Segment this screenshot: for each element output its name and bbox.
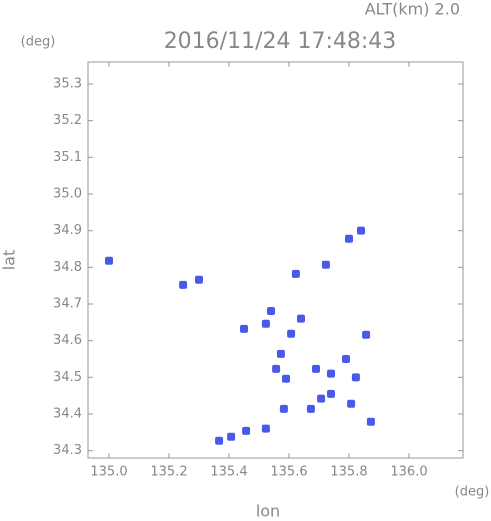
altitude-label: ALT(km) 2.0 — [365, 0, 460, 19]
echo — [312, 364, 320, 373]
chart-title: 2016/11/24 17:48:43 — [164, 29, 397, 54]
echo — [240, 324, 248, 333]
y-axis-label: lat — [0, 250, 19, 271]
echo — [306, 404, 315, 413]
echo — [357, 226, 365, 235]
echo — [291, 269, 300, 278]
x-tick-label: 135.0 — [90, 465, 127, 480]
y-tick-label: 35.2 — [53, 113, 82, 128]
x-tick-label: 135.4 — [210, 465, 247, 480]
y-tick-label: 35.1 — [53, 150, 82, 165]
x-tick-label: 136.0 — [390, 465, 427, 480]
y-tick-label: 35.3 — [53, 77, 82, 92]
x-unit: (deg) — [455, 485, 490, 500]
echo — [345, 234, 353, 243]
y-unit: (deg) — [21, 35, 56, 50]
y-tick-label: 34.8 — [53, 260, 82, 275]
echo — [215, 436, 224, 445]
echo — [317, 394, 326, 403]
echo — [261, 424, 270, 433]
echo — [242, 426, 251, 435]
echo — [272, 364, 281, 373]
echo — [347, 399, 356, 408]
echo — [282, 374, 290, 383]
echo — [297, 314, 305, 323]
y-tick-label: 34.3 — [53, 443, 82, 458]
echo — [267, 306, 275, 315]
x-tick-label: 135.8 — [330, 465, 367, 480]
echo — [327, 389, 335, 398]
x-axis-label: lon — [256, 502, 280, 521]
y-tick-label: 34.4 — [53, 407, 82, 422]
y-tick-label: 34.5 — [53, 370, 82, 385]
echo — [342, 355, 350, 363]
echo — [366, 417, 375, 426]
echo — [321, 260, 330, 269]
echo — [261, 319, 270, 328]
x-tick-label: 135.2 — [150, 465, 187, 480]
echo — [195, 275, 203, 284]
y-tick-label: 34.6 — [53, 333, 82, 348]
y-tick-label: 34.7 — [53, 297, 82, 312]
echo — [287, 329, 296, 338]
echo — [105, 256, 113, 265]
echo — [179, 280, 188, 289]
echo — [227, 432, 236, 441]
y-tick-label: 35.0 — [53, 187, 82, 202]
y-tick-label: 34.9 — [53, 223, 82, 238]
plot-frame — [87, 61, 464, 459]
echo — [279, 404, 288, 413]
echo — [362, 330, 371, 339]
x-tick-label: 135.6 — [270, 465, 307, 480]
echo — [327, 369, 335, 378]
echo — [276, 349, 285, 358]
echo — [351, 373, 360, 382]
